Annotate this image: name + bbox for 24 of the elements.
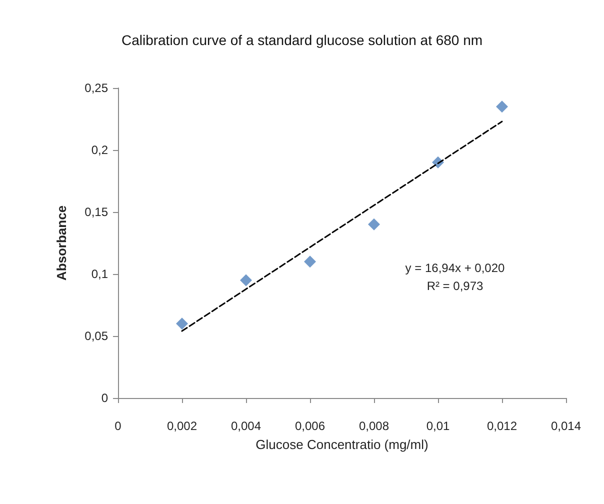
x-tick-label: 0,01 (426, 419, 450, 433)
y-tick-label: 0,2 (91, 143, 108, 157)
point (496, 100, 508, 113)
point (240, 274, 252, 286)
point (368, 218, 380, 230)
point (304, 256, 316, 268)
annotation: R² = 0,973 (426, 279, 484, 293)
y-tick-label: 0,15 (84, 205, 108, 219)
x-axis-title: Glucose Concentratio (mg/ml) (256, 437, 428, 452)
x-tick-label: 0,002 (166, 419, 198, 433)
y-tick-label: 0 (101, 391, 108, 405)
chart-title: Calibration curve of a standard glucose solution at 680 nm (121, 32, 483, 48)
x-tick-label: 0,008 (358, 419, 390, 433)
y-tick-label: 0,1 (91, 267, 108, 281)
y-tick-label: 0,25 (84, 81, 108, 95)
x-tick-label: 0,006 (294, 419, 326, 433)
x-tick-label: 0,012 (486, 419, 518, 433)
x-tick-label: 0,004 (230, 419, 262, 433)
y-axis-title: Absorbance (54, 205, 69, 281)
y-tick-label: 0,05 (84, 329, 108, 343)
x-tick-label: 0,014 (550, 419, 582, 433)
x-tick-label: 0 (114, 419, 122, 433)
annotation: y = 16,94x + 0,020 (405, 261, 506, 275)
point (176, 318, 188, 330)
